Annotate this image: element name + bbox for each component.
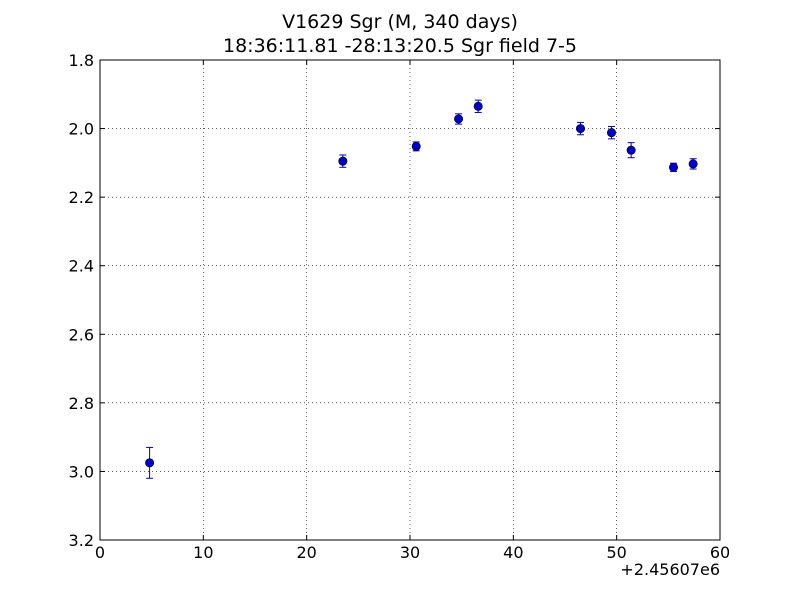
data-point xyxy=(473,99,483,113)
y-tick-label: 2.2 xyxy=(69,188,94,207)
data-marker xyxy=(411,141,421,151)
data-marker xyxy=(454,114,464,124)
data-point xyxy=(338,154,348,168)
data-marker xyxy=(688,159,698,169)
data-marker xyxy=(626,145,636,155)
x-tick-label: 40 xyxy=(503,543,523,562)
y-tick-label: 2.4 xyxy=(69,257,94,276)
data-layer xyxy=(145,99,698,479)
chart-subtitle: 18:36:11.81 -28:13:20.5 Sgr field 7-5 xyxy=(223,35,577,57)
x-tick-label: 30 xyxy=(400,543,420,562)
data-marker xyxy=(606,128,616,138)
chart-title: V1629 Sgr (M, 340 days) xyxy=(282,11,518,33)
data-marker xyxy=(145,458,155,468)
data-point xyxy=(411,141,421,152)
y-tick-label: 2.8 xyxy=(69,394,94,413)
data-point xyxy=(145,446,155,479)
x-tick-label: 60 xyxy=(710,543,730,562)
y-tick-label: 2.0 xyxy=(69,120,94,139)
x-tick-label: 50 xyxy=(606,543,626,562)
data-marker xyxy=(473,101,483,111)
x-tick-label: 10 xyxy=(193,543,213,562)
grid-layer xyxy=(100,60,720,540)
data-marker xyxy=(668,162,678,172)
data-point xyxy=(454,113,464,125)
y-tick-label: 2.6 xyxy=(69,325,94,344)
y-tick-label: 1.8 xyxy=(69,51,94,70)
tick-label-layer: 0 10 20 30 40 50 60 1.8 2.0 2.2 2.4 2.6 2.8 3.0 3.2 xyxy=(69,51,731,562)
x-tick-label: 0 xyxy=(95,543,105,562)
x-offset-label: +2.45607e6 xyxy=(620,560,720,579)
data-point xyxy=(626,142,636,159)
data-point xyxy=(575,121,585,136)
y-tick-label: 3.2 xyxy=(69,531,94,550)
y-tick-label: 3.0 xyxy=(69,462,94,481)
axes-frame xyxy=(99,59,721,541)
data-marker xyxy=(338,156,348,166)
x-tick-label: 20 xyxy=(296,543,316,562)
data-point xyxy=(688,158,698,170)
data-point xyxy=(606,126,616,140)
data-point xyxy=(668,162,678,172)
data-marker xyxy=(575,124,585,134)
